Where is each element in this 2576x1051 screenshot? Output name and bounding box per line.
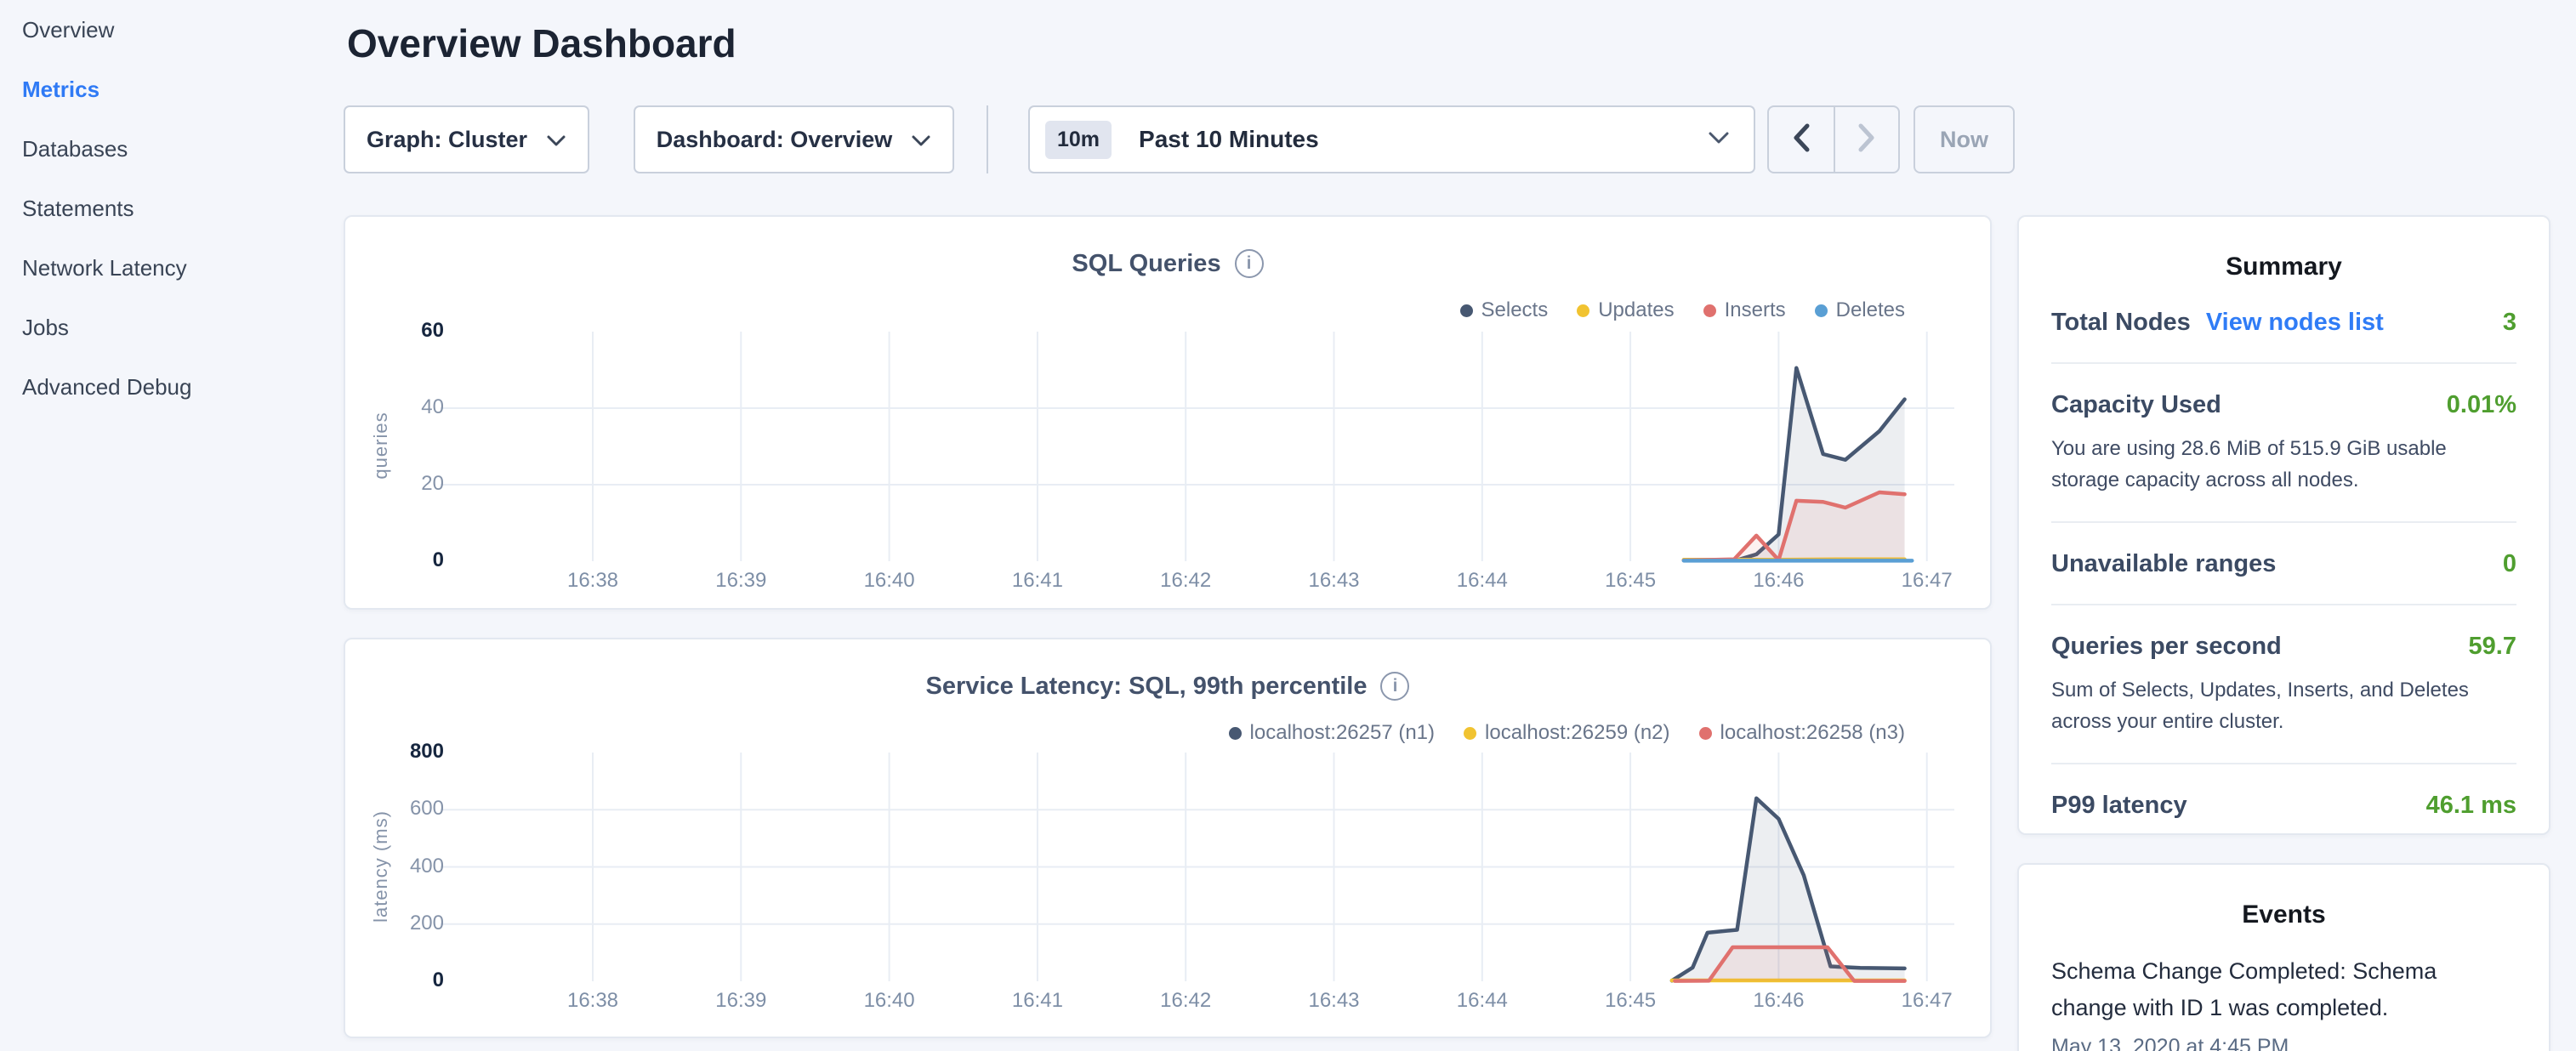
summary-row-value: 59.7 bbox=[2469, 633, 2516, 661]
chevron-left-icon bbox=[1792, 123, 1811, 156]
y-tick-label: 600 bbox=[362, 797, 444, 821]
x-tick-label: 16:43 bbox=[1288, 569, 1381, 593]
page-title: Overview Dashboard bbox=[347, 20, 736, 66]
x-tick-label: 16:39 bbox=[694, 569, 788, 593]
summary-row-label: Total Nodes bbox=[2051, 309, 2191, 337]
y-tick-label: 800 bbox=[362, 740, 444, 764]
x-tick-label: 16:47 bbox=[1880, 569, 1974, 593]
y-tick-label: 60 bbox=[362, 319, 444, 343]
x-tick-label: 16:42 bbox=[1139, 989, 1232, 1013]
graph-scope-dropdown-label: Graph: Cluster bbox=[367, 127, 527, 153]
event-item-timestamp: May 13, 2020 at 4:45 PM bbox=[2051, 1035, 2516, 1051]
chevron-down-icon bbox=[911, 127, 931, 153]
summary-row-label: Unavailable ranges bbox=[2051, 550, 2276, 578]
chevron-right-icon bbox=[1857, 123, 1876, 156]
summary-row-value: 0.01% bbox=[2447, 391, 2516, 419]
sql-queries-chart-card: SQL Queries i SelectsUpdatesInsertsDelet… bbox=[344, 215, 1992, 610]
summary-row-total-nodes: Total Nodes View nodes list 3 bbox=[2051, 281, 2516, 364]
summary-row-unavailable-ranges: Unavailable ranges 0 bbox=[2051, 523, 2516, 605]
summary-title: Summary bbox=[2019, 253, 2549, 281]
x-tick-label: 16:46 bbox=[1732, 569, 1825, 593]
now-button[interactable]: Now bbox=[1914, 105, 2015, 173]
time-prev-button[interactable] bbox=[1769, 107, 1834, 172]
x-tick-label: 16:38 bbox=[546, 989, 640, 1013]
y-tick-label: 200 bbox=[362, 912, 444, 935]
time-range-selector[interactable]: 10m Past 10 Minutes bbox=[1028, 105, 1755, 173]
events-panel: Events Schema Change Completed: Schema c… bbox=[2017, 863, 2550, 1051]
x-tick-label: 16:40 bbox=[843, 989, 936, 1013]
time-next-button[interactable] bbox=[1834, 107, 1898, 172]
service-latency-chart-card: Service Latency: SQL, 99th percentile i … bbox=[344, 638, 1992, 1038]
dashboard-dropdown[interactable]: Dashboard: Overview bbox=[634, 105, 954, 173]
x-tick-label: 16:42 bbox=[1139, 569, 1232, 593]
summary-panel: Summary Total Nodes View nodes list 3 Ca… bbox=[2017, 215, 2550, 835]
events-title: Events bbox=[2019, 900, 2549, 929]
sidebar-item-statements[interactable]: Statements bbox=[0, 179, 340, 238]
x-tick-label: 16:44 bbox=[1436, 989, 1529, 1013]
x-tick-label: 16:41 bbox=[991, 569, 1084, 593]
sidebar-item-advanced-debug[interactable]: Advanced Debug bbox=[0, 357, 340, 417]
y-tick-label: 400 bbox=[362, 855, 444, 878]
x-tick-label: 16:43 bbox=[1288, 989, 1381, 1013]
y-tick-label: 20 bbox=[362, 472, 444, 496]
graph-scope-dropdown[interactable]: Graph: Cluster bbox=[344, 105, 589, 173]
event-item-text: Schema Change Completed: Schema change w… bbox=[2051, 953, 2516, 1026]
controls-divider bbox=[987, 105, 988, 173]
chart-plot[interactable] bbox=[345, 217, 1993, 611]
y-tick-label: 40 bbox=[362, 395, 444, 419]
summary-row-value: 46.1 ms bbox=[2426, 792, 2516, 820]
x-tick-label: 16:47 bbox=[1880, 989, 1974, 1013]
chevron-down-icon bbox=[546, 127, 566, 153]
sidebar-item-overview[interactable]: Overview bbox=[0, 0, 340, 60]
summary-row-value: 0 bbox=[2503, 550, 2516, 578]
time-pager bbox=[1767, 105, 1900, 173]
metrics-overview-page: Overview Metrics Databases Statements Ne… bbox=[0, 0, 2576, 1051]
summary-row-label: Capacity Used bbox=[2051, 391, 2221, 419]
view-nodes-list-link[interactable]: View nodes list bbox=[2206, 309, 2384, 337]
x-tick-label: 16:45 bbox=[1584, 569, 1677, 593]
time-range-badge: 10m bbox=[1045, 121, 1112, 159]
y-tick-label: 0 bbox=[362, 969, 444, 992]
summary-row-label: Queries per second bbox=[2051, 633, 2282, 661]
summary-row-queries-per-second: Queries per second 59.7 Sum of Selects, … bbox=[2051, 605, 2516, 764]
controls-bar: Graph: Cluster Dashboard: Overview 10m P… bbox=[0, 105, 2576, 173]
x-tick-label: 16:38 bbox=[546, 569, 640, 593]
x-tick-label: 16:39 bbox=[694, 989, 788, 1013]
sidebar-item-jobs[interactable]: Jobs bbox=[0, 298, 340, 357]
x-tick-label: 16:46 bbox=[1732, 989, 1825, 1013]
dashboard-dropdown-label: Dashboard: Overview bbox=[657, 127, 893, 153]
x-tick-label: 16:45 bbox=[1584, 989, 1677, 1013]
summary-row-p99-latency: P99 latency 46.1 ms bbox=[2051, 764, 2516, 845]
chart-plot[interactable] bbox=[345, 639, 1993, 1040]
y-tick-label: 0 bbox=[362, 548, 444, 572]
chevron-down-icon bbox=[1708, 130, 1730, 149]
summary-row-capacity-used: Capacity Used 0.01% You are using 28.6 M… bbox=[2051, 364, 2516, 523]
x-tick-label: 16:40 bbox=[843, 569, 936, 593]
summary-row-label: P99 latency bbox=[2051, 792, 2187, 820]
time-range-label: Past 10 Minutes bbox=[1139, 126, 1708, 153]
sidebar-item-network-latency[interactable]: Network Latency bbox=[0, 238, 340, 298]
summary-row-subtext: Sum of Selects, Updates, Inserts, and De… bbox=[2051, 674, 2516, 737]
summary-row-subtext: You are using 28.6 MiB of 515.9 GiB usab… bbox=[2051, 433, 2516, 496]
summary-row-value: 3 bbox=[2503, 309, 2516, 337]
x-tick-label: 16:41 bbox=[991, 989, 1084, 1013]
x-tick-label: 16:44 bbox=[1436, 569, 1529, 593]
